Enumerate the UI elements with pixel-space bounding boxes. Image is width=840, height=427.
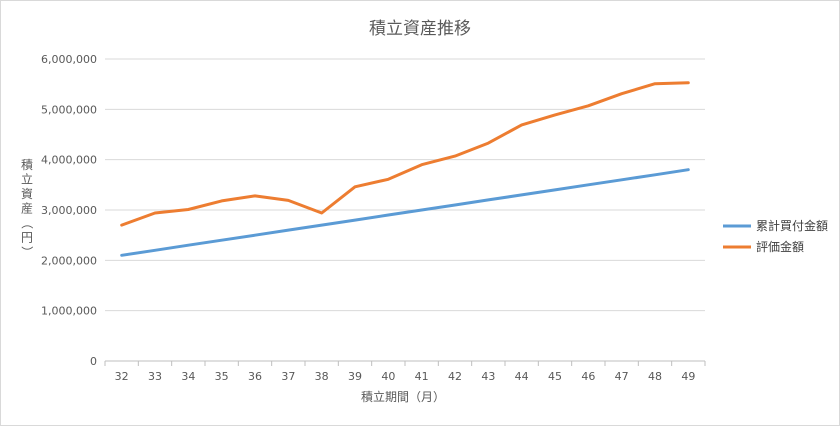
x-tick-label: 32 (115, 370, 129, 383)
x-tick-label: 44 (515, 370, 529, 383)
x-tick-label: 47 (615, 370, 629, 383)
y-tick-label: 3,000,000 (41, 204, 97, 217)
x-tick-label: 41 (415, 370, 429, 383)
y-axis-title-char: （ (20, 217, 34, 229)
x-tick-label: 46 (581, 370, 595, 383)
y-tick-label: 4,000,000 (41, 154, 97, 167)
y-axis-title: 積立資産（ 円） (20, 157, 34, 258)
y-axis-title-char: 資 (21, 187, 33, 201)
x-tick-label: 39 (348, 370, 362, 383)
y-axis-title-char: 円 (21, 231, 33, 245)
legend-label: 累計買付金額 (756, 218, 828, 233)
x-tick-label: 37 (281, 370, 295, 383)
y-axis-title-char: 立 (21, 172, 33, 187)
x-tick-label: 34 (181, 370, 195, 383)
x-axis-title: 積立期間（月） (361, 389, 445, 404)
x-tick-label: 35 (215, 370, 229, 383)
y-tick-label: 5,000,000 (41, 103, 97, 116)
series-line-2 (120, 81, 690, 227)
y-tick-label: 1,000,000 (41, 305, 97, 318)
x-tick-label: 42 (448, 370, 462, 383)
y-tick-label: 0 (90, 355, 97, 368)
x-tick-label: 36 (248, 370, 262, 383)
y-axis-ticks: 0 1,000,000 2,000,000 3,000,000 4,000,000 5,0… (41, 53, 97, 368)
y-axis-title-char: ） (20, 246, 34, 258)
gridlines (105, 58, 705, 362)
y-tick-label: 6,000,000 (41, 53, 97, 66)
y-axis-title-char: 産 (21, 201, 33, 216)
legend-label: 評価金額 (756, 239, 804, 254)
y-tick-label: 2,000,000 (41, 254, 97, 267)
x-axis-ticks: 32 33 34 35 36 37 38 39 40 41 42 43 44 45 46 47 48 49 (104, 361, 706, 383)
x-tick-label: 43 (481, 370, 495, 383)
series-lines (120, 81, 690, 257)
series-line-1 (120, 168, 690, 257)
y-axis-title-char: 積 (21, 157, 33, 172)
x-tick-label: 49 (681, 370, 695, 383)
x-tick-label: 38 (315, 370, 329, 383)
x-tick-label: 48 (648, 370, 662, 383)
x-tick-label: 45 (548, 370, 562, 383)
x-tick-label: 40 (381, 370, 395, 383)
chart-title: 積立資産推移 (369, 19, 471, 39)
x-tick-label: 33 (148, 370, 162, 383)
